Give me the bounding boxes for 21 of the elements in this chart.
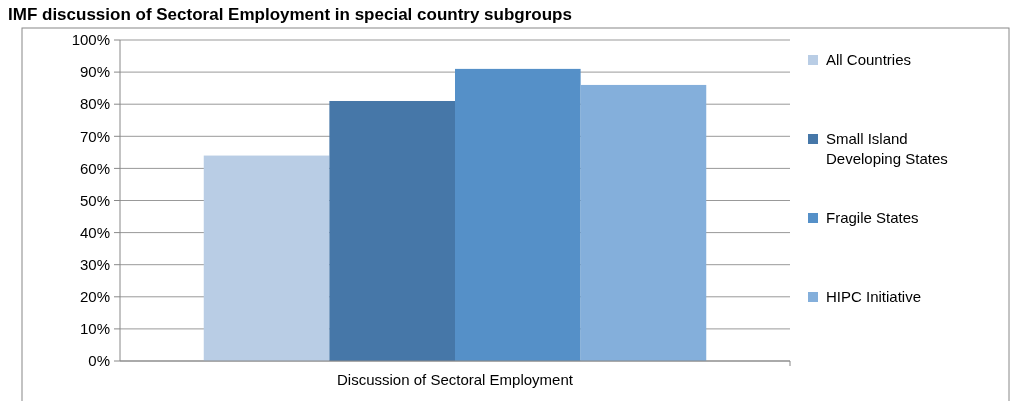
legend-label: All Countries (826, 51, 912, 69)
y-tick-label: 20% (79, 288, 110, 306)
y-tick-label: 30% (79, 255, 110, 273)
y-tick-label: 80% (79, 95, 110, 113)
y-tick-label: 0% (88, 352, 110, 370)
y-tick-label: 100% (71, 31, 110, 49)
y-tick-label: 60% (79, 159, 110, 177)
chart-title: IMF discussion of Sectoral Employment in special country subgroups (8, 5, 572, 24)
y-tick-label: 70% (79, 127, 110, 145)
x-tick-label: Discussion of Sectoral Employment (337, 371, 574, 388)
y-tick-label: 40% (79, 223, 110, 241)
legend-label: Fragile States (826, 209, 919, 227)
bar (580, 84, 707, 361)
y-tick-label: 10% (79, 320, 110, 338)
y-tick-label: 50% (79, 191, 110, 209)
bar (329, 100, 455, 361)
bar (203, 155, 330, 361)
bar (455, 68, 581, 361)
legend-label: HIPC Initiative (826, 288, 922, 306)
y-tick-label: 90% (79, 63, 110, 81)
legend-label: Small Island Developing States (826, 130, 948, 167)
